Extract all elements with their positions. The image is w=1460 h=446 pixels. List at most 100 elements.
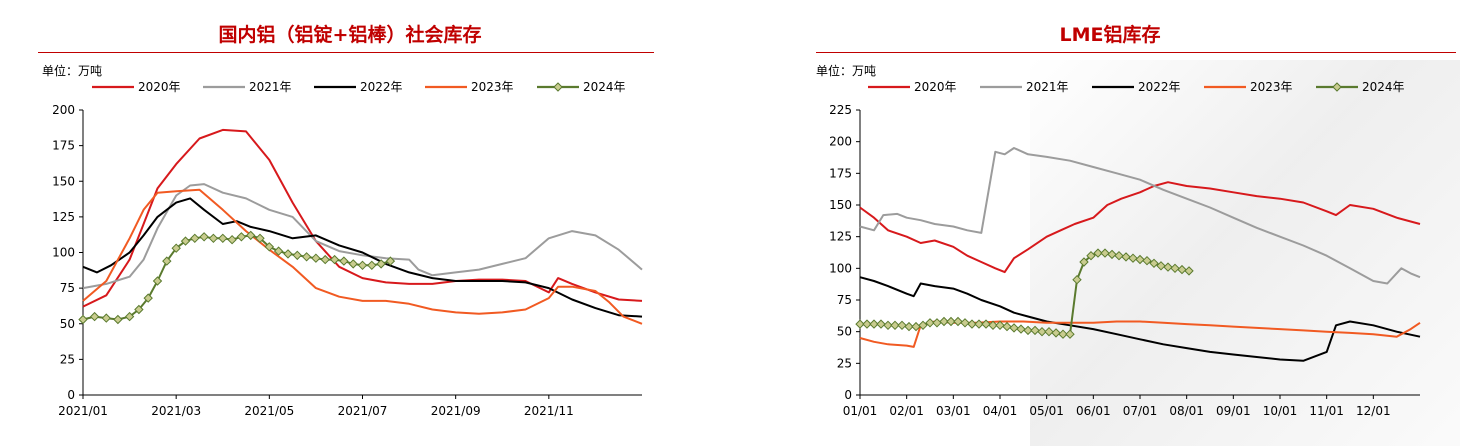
legend-label: 2022年: [1138, 80, 1181, 94]
x-tick-label: 2021/05: [244, 404, 294, 418]
data-point-marker: [124, 311, 135, 322]
data-point-marker: [1100, 248, 1110, 258]
data-point-marker: [134, 304, 144, 315]
x-tick-label: 2021/03: [151, 404, 201, 418]
legend-item: 2023年: [1204, 80, 1293, 94]
legend-marker-icon: [553, 82, 563, 92]
data-point-marker: [273, 246, 284, 256]
data-point-marker: [339, 256, 349, 266]
x-tick-label: 2021/01: [58, 404, 108, 418]
legend-label: 2022年: [360, 80, 403, 94]
y-tick-label: 100: [52, 246, 75, 260]
y-tick-label: 25: [837, 356, 852, 370]
y-tick-label: 150: [829, 198, 852, 212]
x-tick-label: 12/01: [1356, 404, 1391, 418]
legend-label: 2023年: [1250, 80, 1293, 94]
data-point-marker: [208, 233, 219, 244]
y-tick-label: 50: [60, 317, 75, 331]
data-point-marker: [897, 320, 907, 331]
data-point-marker: [171, 243, 181, 253]
data-point-marker: [1009, 323, 1019, 333]
legend-label: 2020年: [138, 80, 181, 94]
data-point-marker: [869, 319, 879, 329]
line-chart-lme: 单位：万吨 2020年 2021年 2022年 2023年 2024年 0 25 50 75 100…: [816, 63, 1421, 418]
y-tick-label: 100: [829, 261, 852, 275]
data-point-marker: [1149, 258, 1159, 269]
x-tick-label: 08/01: [1169, 404, 1204, 418]
data-point-marker: [1177, 264, 1187, 275]
y-tick-label: 175: [829, 166, 852, 180]
data-point-marker: [1044, 326, 1054, 337]
data-point-marker: [1072, 274, 1082, 285]
x-tick-label: 02/01: [889, 404, 924, 418]
data-point-marker: [876, 319, 886, 329]
data-point-marker: [1023, 325, 1033, 336]
y-tick-label: 200: [829, 135, 852, 149]
legend-label: 2024年: [1362, 80, 1405, 94]
data-point-marker: [311, 253, 321, 263]
series-line: [82, 183, 643, 290]
y-tick-label: 125: [52, 210, 75, 224]
y-tick-label: 150: [52, 174, 75, 188]
y-tick-label: 75: [837, 293, 852, 307]
y-tick-label: 125: [829, 230, 852, 244]
data-point-marker: [960, 318, 970, 328]
x-tick-label: 2021/09: [431, 404, 481, 418]
legend-item: 2023年: [425, 80, 514, 94]
data-point-marker: [918, 320, 928, 331]
chart-title: LME铝库存: [1059, 24, 1161, 46]
data-point-marker: [236, 232, 247, 242]
legend-item: 2022年: [1092, 80, 1181, 94]
y-tick-label: 25: [60, 352, 75, 366]
data-point-marker: [890, 320, 900, 331]
x-tick-label: 04/01: [983, 404, 1018, 418]
data-point-marker: [1016, 324, 1026, 334]
series-line: [859, 320, 1421, 348]
data-point-marker: [376, 259, 386, 269]
data-point-marker: [143, 293, 153, 303]
unit-label: 单位：万吨: [42, 63, 102, 78]
data-point-marker: [1142, 255, 1152, 266]
data-point-marker: [245, 230, 256, 241]
data-point-marker: [967, 319, 977, 329]
legend-label: 2021年: [1026, 80, 1069, 94]
data-point-marker: [1121, 252, 1131, 262]
legend-item: 2021年: [203, 80, 292, 94]
data-point-marker: [348, 259, 358, 269]
legend-item: 2024年: [537, 80, 626, 94]
legend-label: 2021年: [249, 80, 292, 94]
legend-item: 2020年: [92, 80, 181, 94]
data-point-marker: [162, 256, 172, 266]
data-point-marker: [190, 233, 200, 244]
data-point-marker: [320, 254, 330, 265]
data-point-marker: [1156, 261, 1166, 271]
data-point-marker: [883, 320, 893, 331]
y-tick-label: 50: [837, 325, 852, 339]
data-point-marker: [974, 319, 984, 329]
series-line: [82, 197, 643, 318]
data-point-marker: [152, 276, 163, 286]
x-tick-label: 2021/11: [524, 404, 574, 418]
legend-item: 2020年: [868, 80, 957, 94]
x-tick-label: 06/01: [1076, 404, 1111, 418]
x-tick-label: 01/01: [843, 404, 878, 418]
data-point-marker: [1107, 249, 1117, 260]
y-tick-label: 200: [52, 103, 75, 117]
data-point-marker: [1058, 329, 1068, 339]
data-point-marker: [329, 254, 340, 265]
data-point-marker: [1170, 263, 1180, 274]
data-point-marker: [1163, 262, 1173, 272]
data-point-marker: [939, 316, 949, 327]
x-tick-label: 07/01: [1123, 404, 1158, 418]
data-point-marker: [862, 319, 872, 329]
x-tick-label: 09/01: [1216, 404, 1251, 418]
data-point-marker: [932, 318, 942, 328]
data-point-marker: [218, 233, 228, 244]
data-point-marker: [113, 314, 123, 325]
data-point-marker: [953, 316, 963, 327]
data-point-marker: [1051, 328, 1061, 338]
data-point-marker: [357, 260, 368, 271]
data-point-marker: [1079, 257, 1089, 267]
data-point-marker: [1184, 266, 1194, 276]
series-line: [82, 188, 643, 325]
